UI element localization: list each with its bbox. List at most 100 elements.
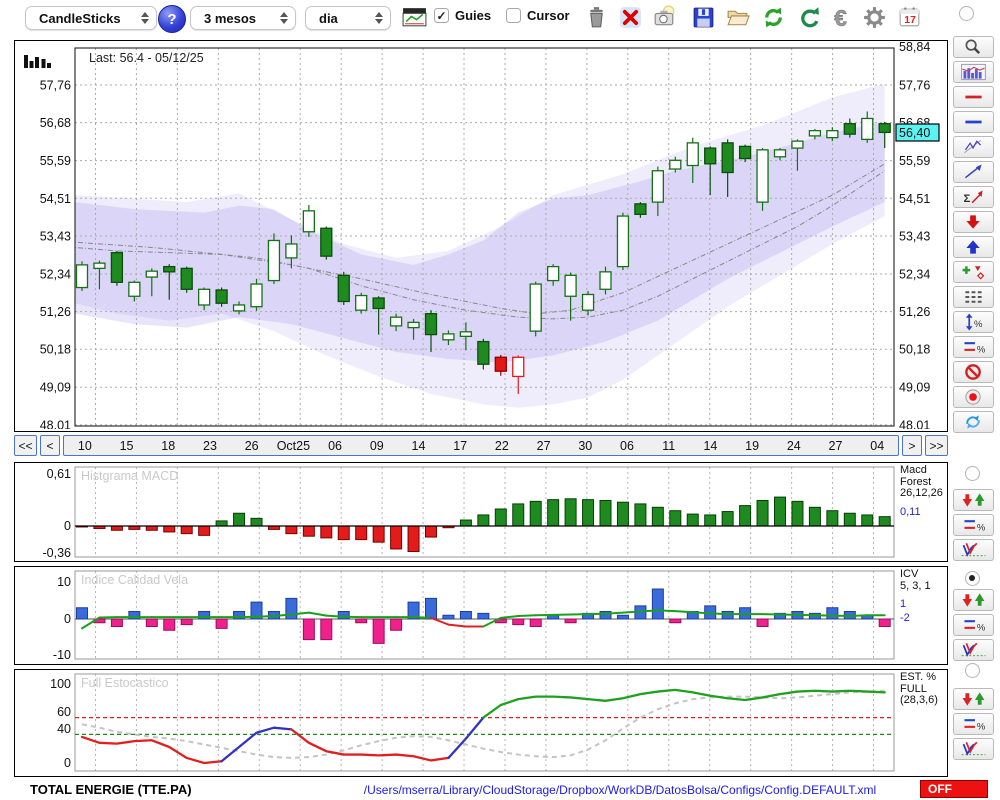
timeframe-select[interactable]: dia [305, 6, 391, 30]
disable-tool[interactable] [953, 361, 994, 383]
x-tick-label: 26 [244, 438, 259, 453]
macd-arrows-tool[interactable] [953, 489, 994, 511]
stochastic-panel[interactable]: Full Estocastico 100 60 40 0 EST. % FULL (28… [14, 669, 948, 777]
x-tick-label: 10 [77, 438, 92, 453]
sell-arrow-tool[interactable] [953, 211, 994, 233]
open-folder-icon[interactable] [725, 4, 752, 31]
svg-text:49,09: 49,09 [40, 381, 71, 395]
svg-text:40: 40 [57, 722, 71, 736]
red-hline-tool[interactable] [953, 86, 994, 108]
icv-panel[interactable]: Indice Calidad Vela 10 0 -10 ICV 5, 3, 1 1 … [14, 566, 948, 665]
x-tick-label: 06 [328, 438, 343, 453]
stoch-params: (28,3,6) [900, 694, 938, 706]
dashed-lines-tool[interactable] [953, 286, 994, 308]
svg-text:53,43: 53,43 [40, 229, 71, 243]
main-chart-panel[interactable]: 57,76 56,68 55,59 54,51 53,43 52,34 51,26 50,18… [14, 40, 948, 432]
settings-icon[interactable] [861, 4, 888, 31]
x-tick-label: 09 [369, 438, 384, 453]
svg-text:49,09: 49,09 [899, 381, 930, 395]
stochastic-chart[interactable]: Full Estocastico 100 60 40 0 [15, 670, 943, 775]
macd-curves-tool[interactable] [953, 539, 994, 561]
svg-text:Last: 56.4 - 05/12/25: Last: 56.4 - 05/12/25 [89, 51, 204, 65]
stoch-arrows-tool[interactable] [953, 688, 994, 710]
reload-icon[interactable] [795, 4, 822, 31]
zoom-tool[interactable] [953, 36, 994, 58]
trash-icon[interactable] [583, 4, 610, 31]
icv-radio[interactable] [965, 571, 980, 586]
off-button[interactable]: OFF [920, 780, 988, 798]
svg-text:-0,36: -0,36 [43, 546, 72, 560]
guies-checkbox[interactable]: ✓ Guies [434, 8, 491, 23]
x-tick-label: 23 [203, 438, 217, 453]
measure-percent-tool[interactable]: % [953, 311, 994, 333]
icv-lines-percent-tool[interactable]: % [953, 614, 994, 636]
svg-text:57,76: 57,76 [40, 79, 71, 93]
x-tick-label: Oct25 [276, 438, 311, 453]
chart-type-select[interactable]: CandleSticks [25, 6, 157, 30]
svg-text:51,26: 51,26 [40, 305, 71, 319]
svg-text:50,18: 50,18 [40, 343, 71, 357]
blue-hline-tool[interactable] [953, 111, 994, 133]
x-tick-label: 27 [536, 438, 551, 453]
snapshot-icon[interactable] [651, 4, 678, 31]
refresh-icon[interactable] [760, 4, 787, 31]
channel-tool[interactable] [953, 136, 994, 158]
svg-text:60: 60 [57, 705, 71, 719]
help-icon: ? [167, 10, 177, 28]
x-tick-label: 14 [411, 438, 426, 453]
cursor-checkbox[interactable]: Cursor [506, 8, 570, 23]
macd-params: 26,12,26 [900, 487, 943, 499]
euro-icon[interactable]: € [829, 4, 856, 31]
icv-chart[interactable]: Indice Calidad Vela 10 0 -10 [15, 567, 943, 663]
add-marker-tool[interactable] [953, 261, 994, 283]
x-tick-label: 11 [662, 438, 676, 453]
trendline-tool[interactable] [953, 161, 994, 183]
chart-preview[interactable] [953, 61, 994, 83]
x-tick-label: 22 [494, 438, 509, 453]
x-tick-label: 18 [161, 438, 176, 453]
macd-lines-percent-tool[interactable]: % [953, 514, 994, 536]
macd-radio[interactable] [965, 466, 980, 481]
symbol-label: TOTAL ENERGIE (TTE.PA) [30, 782, 192, 797]
x-tick-label: 27 [828, 438, 843, 453]
lines-percent-tool[interactable]: % [953, 336, 994, 358]
toolbar-radio[interactable] [959, 6, 974, 21]
candlestick-chart[interactable]: 57,76 56,68 55,59 54,51 53,43 52,34 51,26 50,18… [15, 41, 943, 429]
icv-arrows-tool[interactable] [953, 589, 994, 611]
svg-text:48,01: 48,01 [40, 418, 71, 429]
svg-text:54,51: 54,51 [40, 192, 71, 206]
help-button[interactable]: ? [158, 5, 186, 33]
chevron-updown-icon [141, 12, 149, 24]
macd-panel[interactable]: Histgrama MACD 0,61 0 -0,36 Macd Forest 26,… [14, 462, 948, 562]
sum-trend-tool[interactable]: Σ [953, 186, 994, 208]
mini-chart-icon[interactable] [401, 4, 428, 31]
svg-text:Indice Calidad Vela: Indice Calidad Vela [81, 573, 188, 587]
stoch-lines-percent-tool[interactable]: % [953, 713, 994, 735]
sync-tool[interactable] [953, 411, 994, 433]
stoch-curves-tool[interactable] [953, 738, 994, 760]
scroll-prev-button[interactable]: < [40, 435, 60, 456]
svg-text:100: 100 [50, 677, 71, 691]
date-axis[interactable]: 10 15 18 23 26 Oct25 06 09 14 17 22 27 30 06 11 14 19 24 2… [63, 435, 899, 456]
macd-histogram-chart[interactable]: Histgrama MACD 0,61 0 -0,36 [15, 463, 943, 560]
buy-arrow-tool[interactable] [953, 236, 994, 258]
scroll-first-button[interactable]: << [14, 435, 37, 456]
toolbar: CandleSticks ? 3 mesos dia ✓ Guies Curso… [0, 0, 1000, 36]
svg-text:57,76: 57,76 [899, 79, 930, 93]
svg-text:-10: -10 [53, 648, 71, 662]
svg-text:58,84: 58,84 [899, 41, 930, 54]
record-button[interactable] [953, 386, 994, 408]
save-icon[interactable] [690, 4, 717, 31]
icv-value1: 1 [900, 598, 907, 610]
scroll-next-button[interactable]: > [902, 435, 922, 456]
delete-icon[interactable] [617, 4, 644, 31]
period-select[interactable]: 3 mesos [190, 6, 296, 30]
svg-text:17: 17 [904, 15, 916, 26]
svg-text:%: % [977, 345, 986, 356]
scroll-last-button[interactable]: >> [925, 435, 948, 456]
stoch-radio[interactable] [965, 663, 980, 678]
svg-text:€: € [834, 5, 847, 31]
icv-curves-tool[interactable] [953, 639, 994, 661]
calendar-icon[interactable]: 17 [896, 4, 923, 31]
status-bar: TOTAL ENERGIE (TTE.PA) /Users/mserra/Lib… [0, 779, 1000, 800]
